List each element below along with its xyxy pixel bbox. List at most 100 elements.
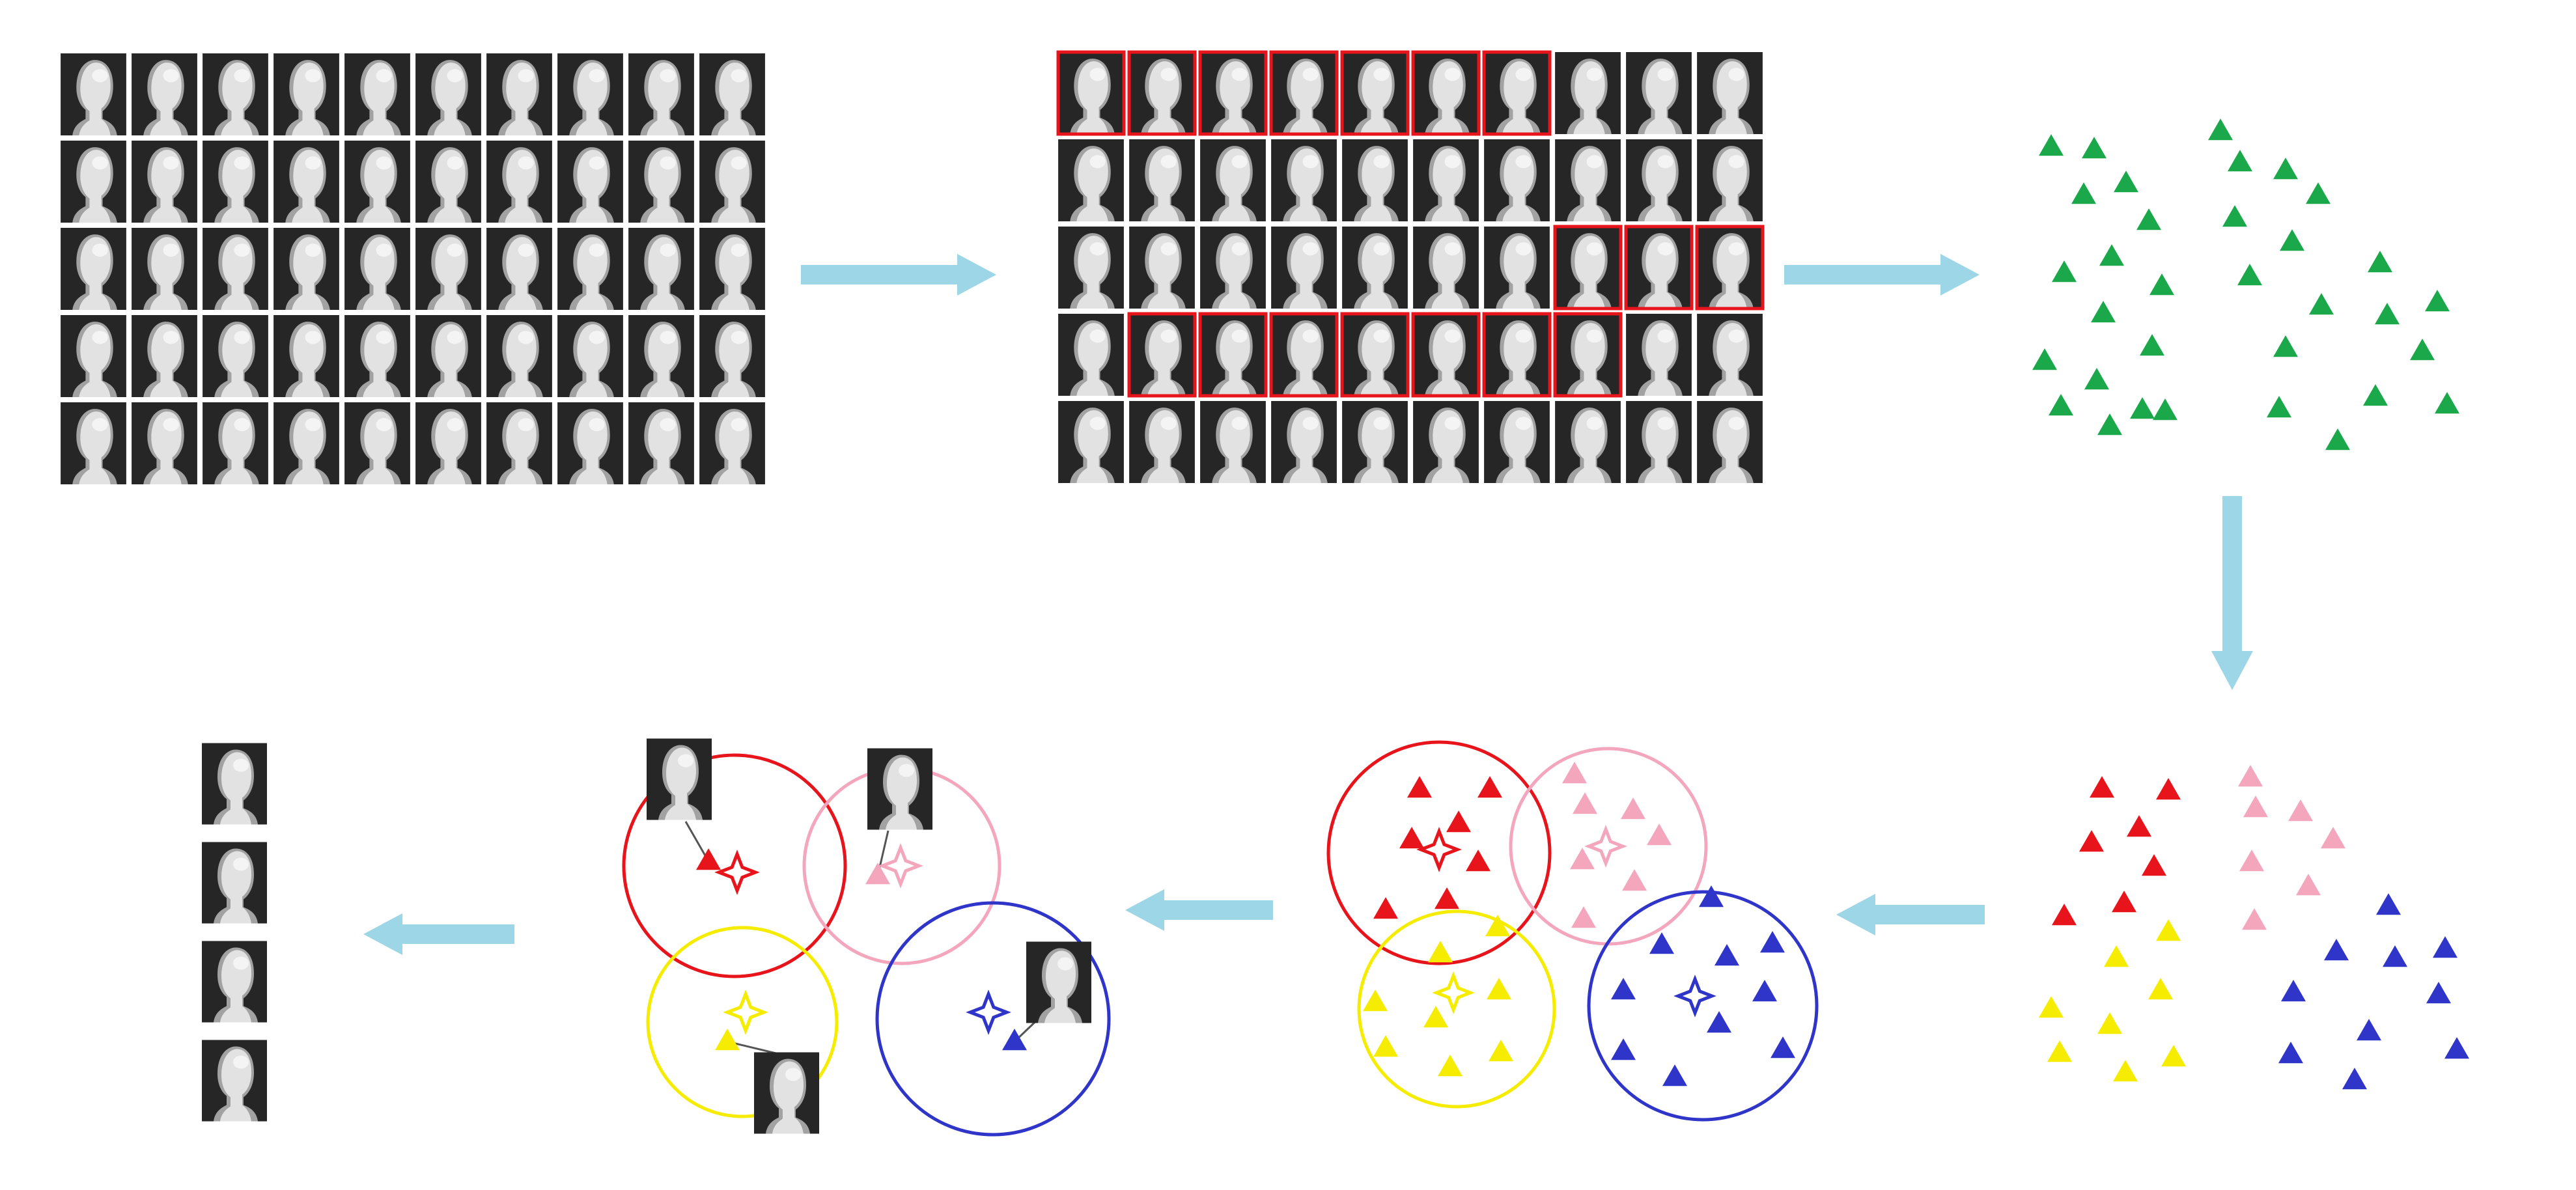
triangle-icon bbox=[2228, 150, 2252, 172]
selection-highlight-box bbox=[1340, 312, 1410, 398]
face-thumbnail bbox=[628, 228, 694, 310]
representative-face-red bbox=[647, 738, 712, 820]
face-thumbnail bbox=[1413, 314, 1479, 396]
triangle-icon bbox=[2357, 1019, 2381, 1041]
selection-highlight-box bbox=[1127, 50, 1197, 136]
face-thumbnail bbox=[203, 228, 268, 310]
triangle-icon bbox=[1562, 762, 1587, 784]
triangle-icon bbox=[2425, 290, 2450, 312]
triangle-icon bbox=[2306, 182, 2331, 204]
triangle-icon bbox=[2410, 339, 2435, 361]
triangle-icon bbox=[1622, 869, 1647, 891]
face-thumbnail bbox=[699, 315, 765, 397]
face-thumbnail bbox=[557, 228, 623, 310]
triangle-icon bbox=[2039, 134, 2064, 156]
arrow-left-4 bbox=[1836, 894, 1985, 935]
triangle-icon bbox=[2097, 1012, 2122, 1034]
face-thumbnail bbox=[1200, 227, 1266, 309]
selection-highlight-box bbox=[1482, 312, 1552, 398]
face-thumbnail bbox=[1697, 401, 1763, 483]
stage2-selected-faces-grid bbox=[1056, 50, 1765, 483]
face-thumbnail bbox=[699, 141, 765, 223]
triangle-icon bbox=[2296, 874, 2321, 896]
face-thumbnail bbox=[486, 53, 552, 135]
triangle-icon bbox=[2242, 908, 2267, 930]
face-thumbnail bbox=[486, 315, 552, 397]
triangle-icon bbox=[2239, 850, 2264, 872]
face-thumbnail bbox=[1555, 401, 1621, 483]
face-thumbnail bbox=[1484, 401, 1550, 483]
face-thumbnail bbox=[1555, 227, 1621, 309]
triangle-icon bbox=[2238, 765, 2263, 787]
face-thumbnail bbox=[1271, 52, 1337, 134]
face-thumbnail bbox=[1697, 314, 1763, 396]
triangle-icon bbox=[2376, 893, 2401, 915]
triangle-icon bbox=[2280, 229, 2304, 251]
selection-highlight-box bbox=[1127, 312, 1197, 398]
triangle-icon bbox=[2082, 137, 2107, 159]
arrow-right-1 bbox=[801, 254, 996, 296]
triangle-icon bbox=[1760, 931, 1785, 953]
selection-highlight-box bbox=[1198, 312, 1268, 398]
face-thumbnail bbox=[699, 402, 765, 484]
face-thumbnail bbox=[628, 53, 694, 135]
representative-face-yellow bbox=[754, 1052, 819, 1134]
face-thumbnail bbox=[61, 53, 126, 135]
centroid-star-icon bbox=[1416, 827, 1462, 872]
stage5-cluster-circles-with-centroids bbox=[1326, 740, 1819, 1122]
cluster-circle-yellow bbox=[646, 926, 839, 1118]
face-thumbnail bbox=[1271, 227, 1337, 309]
face-thumbnail bbox=[344, 315, 410, 397]
face-thumbnail bbox=[699, 228, 765, 310]
face-thumbnail bbox=[486, 402, 552, 484]
triangle-icon bbox=[1485, 915, 1510, 937]
final-representative-face bbox=[202, 743, 267, 825]
triangle-icon bbox=[2433, 936, 2457, 958]
selection-highlight-box bbox=[1553, 312, 1623, 398]
face-thumbnail bbox=[1413, 227, 1479, 309]
selection-highlight-box bbox=[1411, 50, 1481, 136]
face-thumbnail bbox=[1271, 314, 1337, 396]
triangle-icon bbox=[1466, 850, 1491, 872]
selection-highlight-box bbox=[1482, 50, 1552, 136]
representative-face-pink bbox=[867, 748, 932, 830]
triangle-icon bbox=[2325, 428, 2350, 450]
triangle-icon bbox=[2383, 945, 2407, 967]
triangle-icon bbox=[1611, 978, 1636, 1000]
triangle-icon bbox=[1489, 1040, 1513, 1062]
triangle-icon bbox=[2273, 158, 2298, 180]
triangle-icon bbox=[2112, 891, 2136, 913]
face-thumbnail bbox=[415, 53, 481, 135]
face-thumbnail bbox=[628, 402, 694, 484]
leader-line bbox=[684, 821, 710, 862]
triangle-icon bbox=[2222, 205, 2247, 227]
triangle-icon bbox=[1771, 1036, 1795, 1059]
triangle-icon bbox=[2130, 397, 2155, 419]
face-thumbnail bbox=[1200, 139, 1266, 221]
triangle-icon bbox=[1570, 848, 1595, 870]
face-thumbnail bbox=[1413, 401, 1479, 483]
face-thumbnail bbox=[1129, 401, 1195, 483]
triangle-icon bbox=[1373, 897, 1398, 919]
triangle-icon bbox=[2273, 335, 2298, 357]
selection-highlight-box bbox=[1695, 225, 1765, 311]
pipeline-arrows bbox=[363, 254, 2253, 955]
face-thumbnail bbox=[344, 141, 410, 223]
triangle-icon bbox=[2321, 827, 2345, 849]
face-thumbnail bbox=[203, 402, 268, 484]
triangle-icon bbox=[2309, 293, 2334, 315]
arrow-left-6 bbox=[363, 913, 514, 955]
face-thumbnail bbox=[61, 228, 126, 310]
triangle-icon bbox=[2288, 799, 2313, 822]
face-thumbnail bbox=[1342, 401, 1408, 483]
face-thumbnail bbox=[61, 315, 126, 397]
face-thumbnail bbox=[415, 402, 481, 484]
triangle-icon bbox=[2127, 815, 2151, 837]
face-thumbnail bbox=[132, 315, 197, 397]
face-thumbnail bbox=[1413, 52, 1479, 134]
face-thumbnail bbox=[1555, 52, 1621, 134]
face-thumbnail bbox=[1626, 227, 1692, 309]
triangle-icon bbox=[1571, 906, 1596, 928]
triangle-icon bbox=[1647, 823, 1672, 846]
triangle-icon bbox=[1446, 810, 1471, 833]
